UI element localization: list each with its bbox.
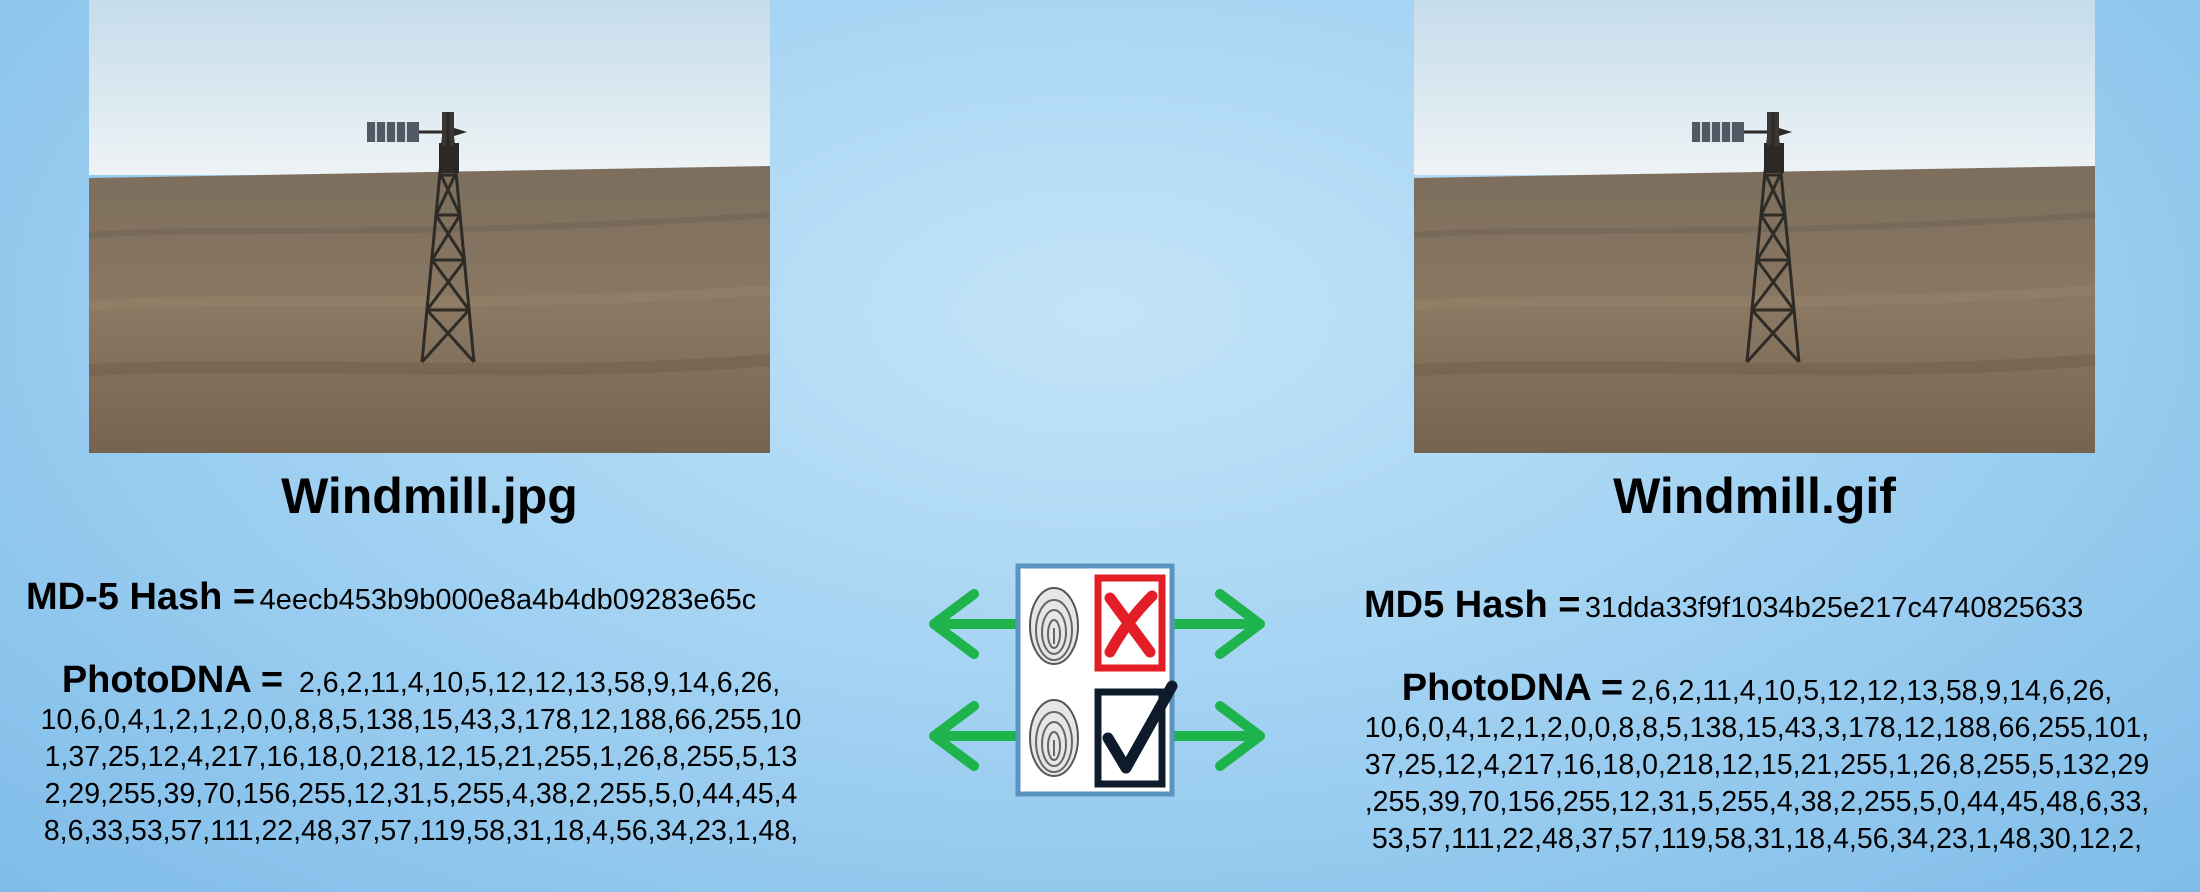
right-photodna-line-0: PhotoDNA = 2,6,2,11,4,10,5,12,12,13,58,9… — [1322, 667, 2192, 710]
right-file-caption: Windmill.gif — [1613, 468, 1896, 524]
left-photodna-line-1: 10,6,0,4,1,2,1,2,0,0,8,8,5,138,15,43,3,1… — [40, 704, 802, 736]
top-right-arrow-icon — [1164, 589, 1265, 659]
x-mark-icon — [1094, 574, 1166, 672]
bottom-right-arrow-icon — [1164, 701, 1265, 771]
windmill-gif-photo — [1414, 0, 2095, 453]
fingerprint-icon — [1029, 587, 1079, 665]
left-photodna-block: PhotoDNA = 2,6,2,11,4,10,5,12,12,13,58,9… — [0, 659, 842, 850]
right-photodna-value-0: 2,6,2,11,4,10,5,12,12,13,58,9,14,6,26, — [1631, 675, 2113, 707]
hash-comparison-graphic — [914, 560, 1284, 800]
fingerprint-icon — [1029, 699, 1079, 777]
windmill-jpg-photo — [89, 0, 770, 453]
left-photodna-line-4: 8,6,33,53,57,111,22,48,37,57,119,58,31,1… — [43, 815, 799, 847]
left-photodna-line-2: 1,37,25,12,4,217,16,18,0,218,12,15,21,25… — [44, 741, 798, 773]
windmill-gif-image — [1414, 0, 2095, 453]
left-photodna-line-0: PhotoDNA = 2,6,2,11,4,10,5,12,12,13,58,9… — [0, 659, 842, 702]
left-md5-hash: MD-5 Hash = 4eecb453b9b000e8a4b4db09283e… — [26, 572, 756, 630]
right-photodna-line-1: 10,6,0,4,1,2,1,2,0,0,8,8,5,138,15,43,3,1… — [1364, 712, 2150, 744]
right-photodna-label: PhotoDNA = — [1401, 667, 1624, 709]
right-photodna-line-3: ,255,39,70,156,255,12,31,5,255,4,38,2,25… — [1364, 786, 2150, 818]
right-photodna-line-4: 53,57,111,22,48,37,57,119,58,31,18,4,56,… — [1371, 823, 2143, 855]
left-photodna-label: PhotoDNA = — [61, 659, 284, 701]
right-md5-hash: MD5 Hash = 31dda33f9f1034b25e217c4740825… — [1364, 580, 2083, 638]
right-photodna-line-2: 37,25,12,4,217,16,18,0,218,12,15,21,255,… — [1364, 749, 2150, 781]
left-photodna-line-3: 2,29,255,39,70,156,255,12,31,5,255,4,38,… — [44, 778, 798, 810]
left-md5-value: 4eecb453b9b000e8a4b4db09283e65c — [259, 584, 757, 616]
left-md5-label: MD-5 Hash = — [26, 576, 256, 618]
left-file-caption: Windmill.jpg — [281, 468, 578, 524]
right-photodna-block: PhotoDNA = 2,6,2,11,4,10,5,12,12,13,58,9… — [1322, 667, 2192, 858]
check-mark-icon — [1094, 680, 1178, 788]
right-md5-label: MD5 Hash = — [1364, 584, 1581, 626]
top-left-arrow-icon — [929, 589, 1024, 659]
left-photodna-value-0: 2,6,2,11,4,10,5,12,12,13,58,9,14,6,26, — [298, 667, 781, 699]
bottom-left-arrow-icon — [929, 701, 1024, 771]
windmill-jpg-image — [89, 0, 770, 453]
comparison-svg — [929, 563, 1265, 797]
right-md5-value: 31dda33f9f1034b25e217c4740825633 — [1584, 592, 2084, 624]
